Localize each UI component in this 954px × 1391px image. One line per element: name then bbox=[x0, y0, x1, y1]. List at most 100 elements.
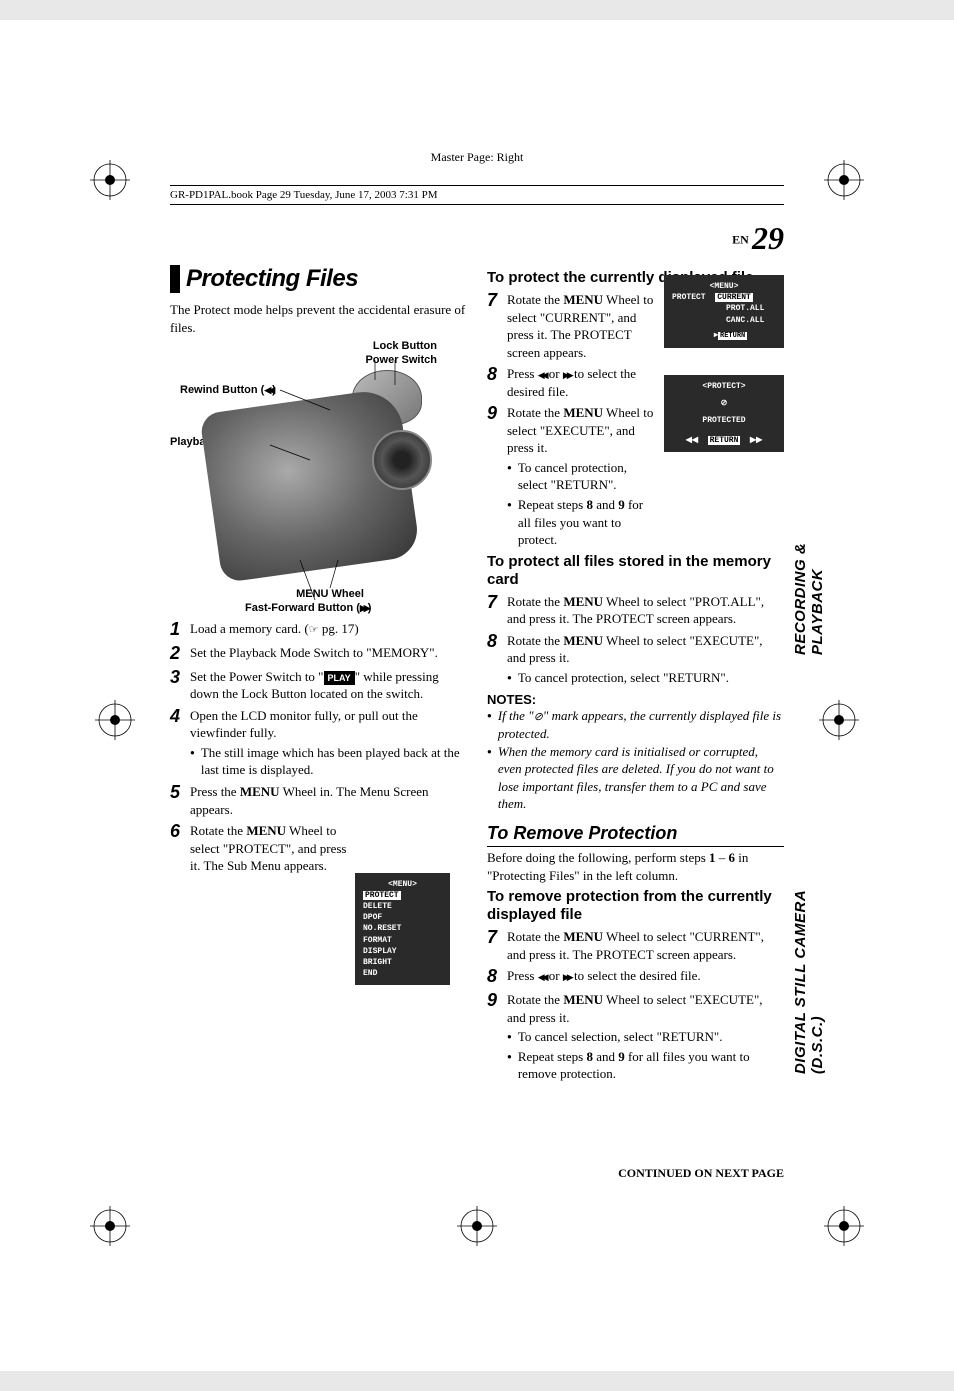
subhead-remove-current: To remove protection from the currently … bbox=[487, 888, 784, 924]
remove-intro: Before doing the following, perform step… bbox=[487, 849, 784, 884]
notes-heading: NOTES: bbox=[487, 692, 784, 707]
osd-item: DELETE bbox=[363, 901, 442, 912]
step-text: Set the Playback Mode Switch to "MEMORY"… bbox=[190, 644, 467, 662]
step-num: 7 bbox=[487, 928, 507, 948]
step-num: 6 bbox=[170, 822, 190, 842]
side-tab-recording: RECORDING & PLAYBACK bbox=[792, 470, 826, 655]
step-num: 9 bbox=[487, 404, 507, 424]
osd-item: END bbox=[363, 968, 442, 979]
step-num: 8 bbox=[487, 365, 507, 385]
osd-return: ▸RETURN bbox=[672, 330, 776, 342]
main-title: Protecting Files bbox=[170, 265, 467, 293]
osd-item: DPOF bbox=[363, 912, 442, 923]
step-num: 8 bbox=[487, 967, 507, 987]
step-num: 7 bbox=[487, 593, 507, 613]
continued-label: CONTINUED ON NEXT PAGE bbox=[618, 1166, 784, 1181]
osd-item: BRIGHT bbox=[363, 957, 442, 968]
label-menu-wheel: MENU Wheel bbox=[280, 588, 380, 600]
osd3-wrap: <MENU> PROTECT DELETE DPOF NO.RESET FORM… bbox=[170, 873, 467, 978]
ff-icon bbox=[563, 366, 571, 381]
step-text: Rotate the MENU Wheel to select "CURRENT… bbox=[507, 291, 657, 361]
step-8b: 8 Rotate the MENU Wheel to select "EXECU… bbox=[487, 632, 784, 687]
osd-protect-menu: <MENU> PROTECT CURRENT PROT.ALL CANC.ALL… bbox=[664, 275, 784, 348]
step-text: Rotate the MENU Wheel to select "EXECUTE… bbox=[507, 991, 784, 1083]
osd-selected: CURRENT bbox=[715, 293, 753, 302]
ref-icon bbox=[309, 621, 319, 636]
book-header: GR-PD1PAL.book Page 29 Tuesday, June 17,… bbox=[170, 185, 784, 205]
step-num: 3 bbox=[170, 668, 190, 688]
side-tab-label: DIGITAL STILL CAMERA (D.S.C.) bbox=[792, 844, 826, 1074]
step-text: Open the LCD monitor fully, or pull out … bbox=[190, 707, 467, 779]
play-icon: PLAY bbox=[324, 671, 355, 685]
osd-item: FORMAT bbox=[363, 935, 442, 946]
camera-lens-icon bbox=[372, 430, 432, 490]
step-text: Set the Power Switch to "PLAY" while pre… bbox=[190, 668, 467, 703]
bullet: Repeat steps 8 and 9 for all files you w… bbox=[507, 1048, 784, 1083]
side-tab-label: RECORDING & PLAYBACK bbox=[792, 470, 826, 655]
step-num: 5 bbox=[170, 783, 190, 803]
lang-code: EN bbox=[732, 233, 749, 247]
step-num: 8 bbox=[487, 632, 507, 652]
left-column: Protecting Files The Protect mode helps … bbox=[170, 265, 467, 1191]
osd-status: PROTECTED bbox=[672, 415, 776, 426]
right-column: <MENU> PROTECT CURRENT PROT.ALL CANC.ALL… bbox=[487, 265, 784, 1191]
step-text: Press or to select the desired file. bbox=[507, 365, 657, 400]
crop-mark-icon bbox=[457, 1206, 497, 1246]
step-num: 9 bbox=[487, 991, 507, 1011]
steps-right-3: 7 Rotate the MENU Wheel to select "CURRE… bbox=[487, 928, 784, 1083]
bullet: To cancel selection, select "RETURN". bbox=[507, 1028, 784, 1046]
content-area: Protecting Files The Protect mode helps … bbox=[170, 265, 784, 1191]
step-text: Load a memory card. ( pg. 17) bbox=[190, 620, 467, 638]
step-text: Rotate the MENU Wheel to select "CURRENT… bbox=[507, 928, 784, 963]
bullet: To cancel protection, select "RETURN". bbox=[507, 459, 657, 494]
osd-item: PROT.ALL bbox=[672, 303, 776, 314]
label-power: Power Switch bbox=[365, 354, 437, 366]
step-4: 4 Open the LCD monitor fully, or pull ou… bbox=[170, 707, 467, 779]
subhead-protect-all: To protect all files stored in the memor… bbox=[487, 553, 784, 589]
step-3: 3 Set the Power Switch to "PLAY" while p… bbox=[170, 668, 467, 703]
camera-diagram: Lock Button Power Switch Rewind Button (… bbox=[170, 340, 467, 620]
bullet: The still image which has been played ba… bbox=[190, 744, 467, 779]
page-number: EN 29 bbox=[732, 220, 784, 257]
osd-item: DISPLAY bbox=[363, 946, 442, 957]
step-1: 1 Load a memory card. ( pg. 17) bbox=[170, 620, 467, 640]
step-num: 1 bbox=[170, 620, 190, 640]
step-7c: 7 Rotate the MENU Wheel to select "CURRE… bbox=[487, 928, 784, 963]
label-ff: Fast-Forward Button () bbox=[245, 602, 371, 614]
manual-page: Master Page: Right GR-PD1PAL.book Page 2… bbox=[0, 20, 954, 1371]
step-7b: 7 Rotate the MENU Wheel to select "PROT.… bbox=[487, 593, 784, 628]
bullet: To cancel protection, select "RETURN". bbox=[507, 669, 784, 687]
crop-mark-icon bbox=[824, 1206, 864, 1246]
osd-return: RETURN bbox=[708, 436, 741, 445]
osd-item: CANC.ALL bbox=[672, 315, 776, 326]
bullet: Repeat steps 8 and 9 for all files you w… bbox=[507, 496, 657, 549]
page-num: 29 bbox=[752, 220, 784, 256]
crop-mark-icon bbox=[824, 160, 864, 200]
step-text: Rotate the MENU Wheel to select "EXECUTE… bbox=[507, 632, 784, 687]
osd-protect-status: <PROTECT> ⊘ PROTECTED ◀◀ RETURN ▶▶ bbox=[664, 375, 784, 452]
step-num: 7 bbox=[487, 291, 507, 311]
label-rewind: Rewind Button () bbox=[180, 384, 276, 396]
steps-right-2: 7 Rotate the MENU Wheel to select "PROT.… bbox=[487, 593, 784, 687]
step-6: 6 Rotate the MENU Wheel to select "PROTE… bbox=[170, 822, 467, 875]
rewind-icon bbox=[538, 366, 546, 381]
note-2: When the memory card is initialised or c… bbox=[487, 743, 784, 813]
step-9c: 9 Rotate the MENU Wheel to select "EXECU… bbox=[487, 991, 784, 1083]
master-page-label: Master Page: Right bbox=[431, 150, 524, 165]
step-text: Rotate the MENU Wheel to select "PROT.AL… bbox=[507, 593, 784, 628]
step-text: Rotate the MENU Wheel to select "PROTECT… bbox=[190, 822, 350, 875]
ff-icon bbox=[360, 602, 368, 614]
crop-mark-icon bbox=[95, 700, 135, 740]
step-text: Press the MENU Wheel in. The Menu Screen… bbox=[190, 783, 467, 818]
step-5: 5 Press the MENU Wheel in. The Menu Scre… bbox=[170, 783, 467, 818]
step-text: Rotate the MENU Wheel to select "EXECUTE… bbox=[507, 404, 657, 548]
step-2: 2 Set the Playback Mode Switch to "MEMOR… bbox=[170, 644, 467, 664]
crop-mark-icon bbox=[90, 1206, 130, 1246]
rewind-icon bbox=[264, 384, 272, 396]
protect-icon: ⊘ bbox=[672, 398, 776, 409]
rewind-icon bbox=[538, 968, 546, 983]
label-lock: Lock Button bbox=[373, 340, 437, 352]
osd-item: NO.RESET bbox=[363, 923, 442, 934]
crop-mark-icon bbox=[819, 700, 859, 740]
step-num: 2 bbox=[170, 644, 190, 664]
